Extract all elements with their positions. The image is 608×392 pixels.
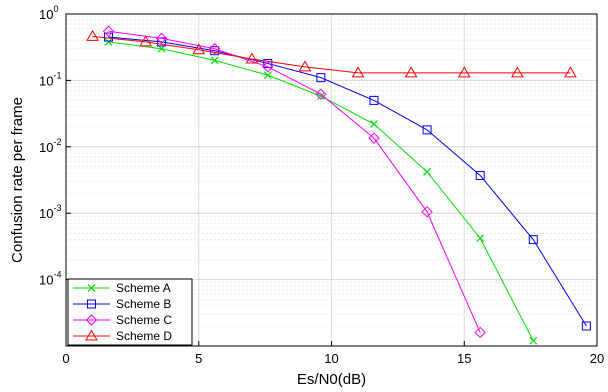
data-point [316,73,326,83]
data-point [210,46,220,56]
legend-item: Scheme A [73,281,171,295]
data-point [457,66,471,78]
data-point [208,43,221,55]
legend-item: Scheme C [73,313,172,327]
data-point [210,56,219,65]
marker-stroke [476,234,485,243]
x-tick-label: 5 [195,351,202,366]
data-point [298,60,312,72]
legend-marker [85,314,98,326]
marker-stroke [263,71,272,80]
marker-stroke [87,284,96,292]
data-point [103,32,113,42]
y-tick-label: 10-1 [39,70,61,88]
x-tick-label: 10 [324,351,338,366]
legend-item: Scheme B [73,297,171,311]
data-point [476,234,485,243]
data-point [369,95,379,105]
series-scheme-d [86,29,577,78]
x-tick-label: 20 [590,351,604,366]
data-point [528,235,538,245]
data-point [351,66,365,78]
x-tick-label: 15 [457,351,471,366]
data-point [263,58,273,68]
marker-stroke [423,167,432,176]
marker-stroke [210,56,219,65]
x-axis-label: Es/N0(dB) [297,371,366,388]
series-line [108,36,587,327]
x-tick-label: 0 [62,351,69,366]
data-point [581,321,591,331]
data-point [422,125,432,135]
data-point [139,35,153,47]
series-scheme-b [103,32,591,331]
series-line [108,30,481,333]
plot-frame [65,13,598,347]
data-point [529,336,538,345]
legend-label: Scheme A [116,281,171,295]
legend-marker [87,284,96,292]
data-point [475,170,485,180]
marker-stroke [529,336,538,345]
legend-marker [87,299,96,309]
plot-area [86,25,591,345]
y-tick-label: 100 [39,4,58,22]
legend: Scheme A Scheme B Scheme C Scheme D [67,278,193,346]
data-point [370,120,378,128]
legend-label: Scheme B [116,297,171,311]
data-point [510,66,524,78]
data-point [155,32,168,45]
data-point [423,167,432,176]
marker-stroke [104,37,113,46]
data-point [245,52,259,64]
series-scheme-a [104,37,538,345]
series-scheme-c [102,25,486,339]
y-axis-label: Confusion rate per frame [9,97,26,263]
y-tick-label: 10-4 [39,270,61,288]
data-point [192,43,206,55]
data-point [263,71,272,80]
data-point [404,66,418,78]
data-point [262,61,274,73]
legend-label: Scheme C [116,313,172,327]
ticks: 0 5 10 15 20 100 10-1 10-2 10-3 10-4 [39,4,604,366]
legend-item: Scheme D [73,329,172,343]
legend-marker [85,329,98,341]
y-tick-label: 10-3 [39,203,61,221]
data-point [421,206,433,218]
data-point [102,25,115,37]
marker-stroke [370,120,378,128]
data-point [315,88,327,100]
data-point [474,326,486,339]
marker-stroke [316,92,325,101]
y-tick-label: 10-2 [39,137,61,155]
legend-label: Scheme D [116,329,172,343]
data-point [104,37,113,46]
series-line [92,35,571,74]
data-point [316,92,325,101]
data-point [368,132,380,144]
data-point [564,66,577,78]
data-point [86,29,99,41]
